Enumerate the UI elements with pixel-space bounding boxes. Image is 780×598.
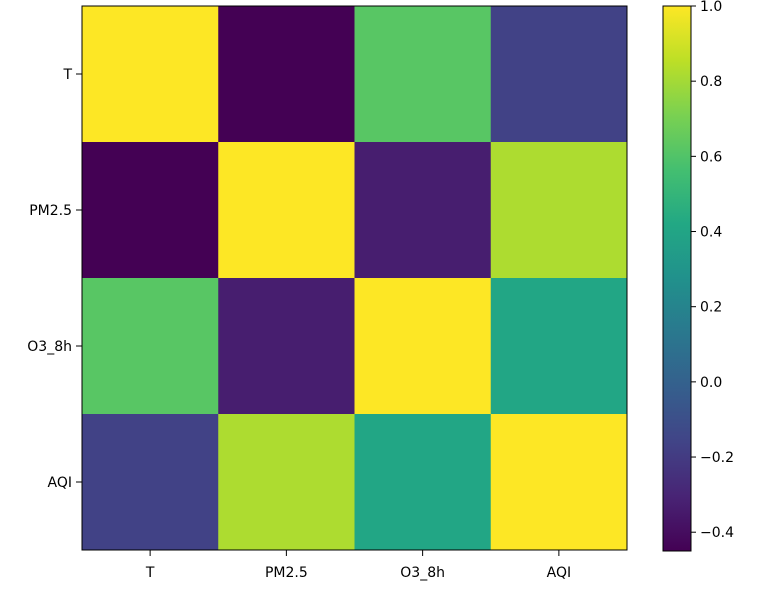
colorbar-tick-label: 1.0 [700, 0, 722, 15]
heatmap-cell-3-3 [490, 414, 628, 551]
colorbar-frame [662, 5, 692, 552]
heatmap-cell-0-2 [354, 6, 492, 143]
y-tick-label: T [62, 67, 72, 83]
heatmap-cell-2-0 [82, 278, 219, 415]
colorbar-tick-label: −0.2 [700, 450, 734, 466]
heatmap-cell-1-3 [490, 142, 628, 279]
heatmap-cell-2-2 [354, 278, 492, 415]
x-tick-label: O3_8h [400, 565, 445, 581]
heatmap-cell-0-3 [490, 6, 628, 143]
heatmap-cell-1-1 [218, 142, 355, 279]
colorbar-ticks: 1.0 0.8 0.6 0.4 0.2 0.0 −0.2 −0.4 [691, 0, 734, 541]
colorbar-tick-label: −0.4 [700, 525, 734, 541]
y-tick-label: O3_8h [27, 339, 72, 355]
plot-frame [81, 5, 628, 551]
colorbar-gradient [663, 6, 691, 551]
heatmap-cell-2-1 [218, 278, 355, 415]
x-tick-label: PM2.5 [265, 565, 308, 581]
colorbar-tick-label: 0.0 [700, 375, 722, 391]
y-axis: T PM2.5 O3_8h AQI [27, 67, 82, 491]
colorbar: 1.0 0.8 0.6 0.4 0.2 0.0 −0.2 −0.4 [662, 0, 734, 552]
heatmap-cell-3-0 [82, 414, 219, 551]
heatmap-cell-3-1 [218, 414, 355, 551]
y-tick-label: PM2.5 [29, 203, 72, 219]
heatmap-cell-0-1 [218, 6, 355, 143]
heatmap-cell-0-0 [82, 6, 219, 143]
heatmap-cells [82, 6, 628, 551]
colorbar-tick-label: 0.8 [700, 74, 722, 90]
heatmap-cell-2-3 [490, 278, 628, 415]
x-axis: T PM2.5 O3_8h AQI [145, 550, 571, 581]
heatmap-cell-3-2 [354, 414, 492, 551]
colorbar-tick-label: 0.6 [700, 149, 722, 165]
colorbar-tick-label: 0.2 [700, 300, 722, 316]
colorbar-tick-label: 0.4 [700, 225, 722, 241]
heatmap-cell-1-0 [82, 142, 219, 279]
x-tick-label: T [145, 565, 155, 581]
heatmap-cell-1-2 [354, 142, 492, 279]
y-tick-label: AQI [48, 475, 72, 491]
x-tick-label: AQI [547, 565, 571, 581]
